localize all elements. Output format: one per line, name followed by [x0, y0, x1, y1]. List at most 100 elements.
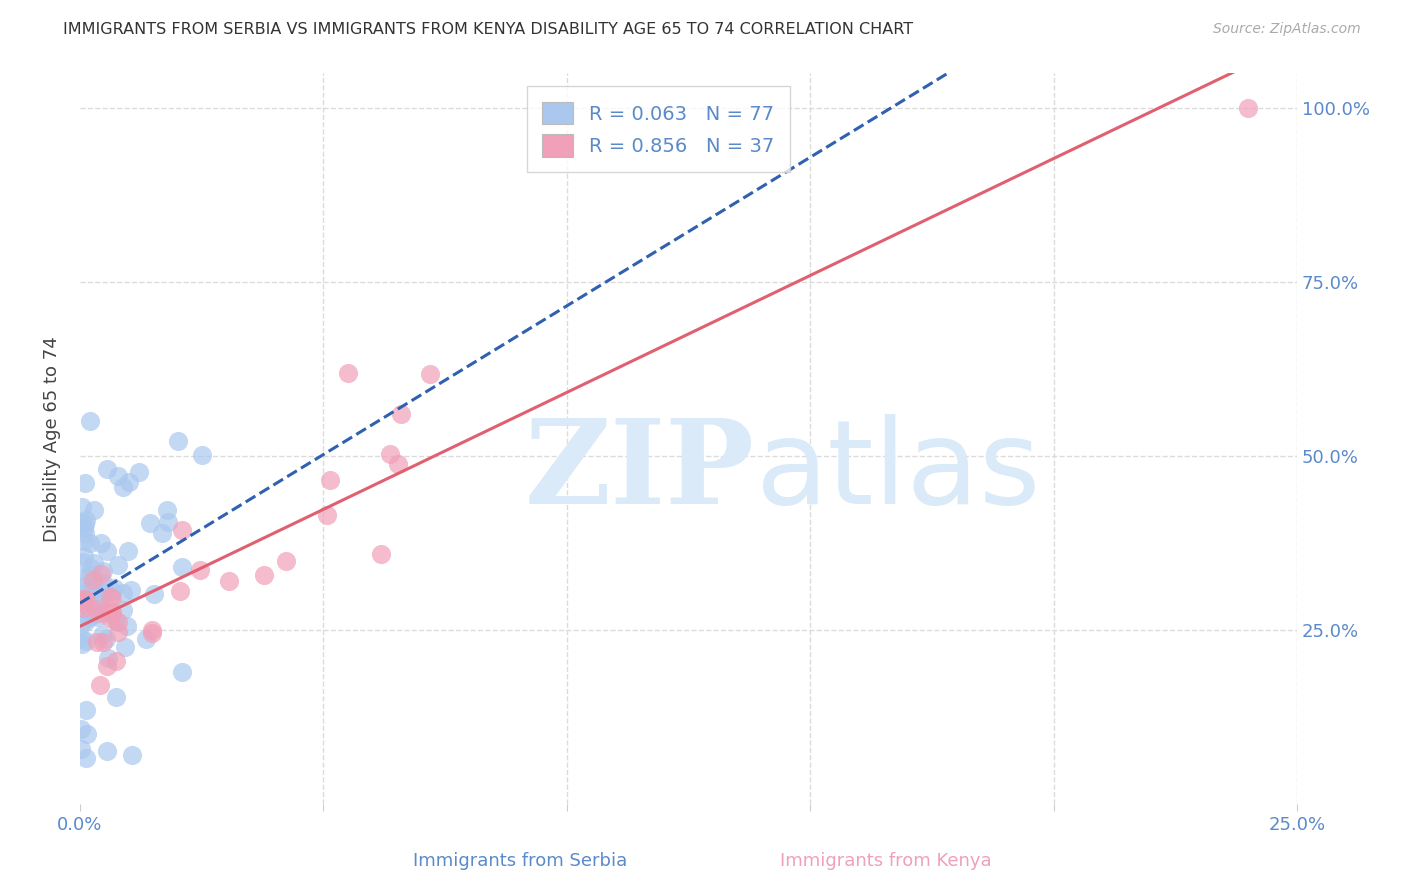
- Point: [378, 447, 401, 461]
- Point: [100, 610, 122, 624]
- Point: [90, 628, 112, 642]
- Point: [70, 500, 93, 514]
- Point: [190, 448, 212, 462]
- Point: [96, 658, 118, 673]
- Point: [389, 408, 412, 422]
- Point: [79, 590, 101, 604]
- Point: [101, 591, 124, 605]
- Point: [101, 606, 124, 620]
- Point: [117, 544, 139, 558]
- Point: [73, 521, 96, 535]
- Point: [169, 583, 191, 598]
- Point: [387, 457, 409, 471]
- Point: [419, 368, 441, 382]
- Point: [70, 618, 93, 632]
- Point: [118, 475, 141, 490]
- Point: [96, 462, 118, 476]
- Point: [82, 607, 104, 622]
- Point: [75, 750, 97, 764]
- Point: [105, 654, 128, 668]
- Point: [103, 581, 125, 595]
- Point: [72, 596, 94, 610]
- Point: [89, 594, 111, 608]
- Point: [75, 591, 97, 606]
- Point: [1237, 101, 1260, 115]
- Point: [170, 560, 193, 574]
- Point: [75, 703, 97, 717]
- Point: [79, 536, 101, 550]
- Point: [120, 583, 142, 598]
- Point: [73, 600, 96, 615]
- Text: atlas: atlas: [755, 414, 1040, 529]
- Point: [252, 568, 274, 582]
- Point: [107, 558, 129, 573]
- Point: [79, 568, 101, 582]
- Point: [77, 610, 100, 624]
- Text: Source: ZipAtlas.com: Source: ZipAtlas.com: [1213, 22, 1361, 37]
- Legend: R = 0.063   N = 77, R = 0.856   N = 37: R = 0.063 N = 77, R = 0.856 N = 37: [526, 87, 790, 172]
- Point: [69, 516, 91, 531]
- Point: [89, 607, 111, 621]
- Text: Immigrants from Kenya: Immigrants from Kenya: [780, 852, 991, 870]
- Point: [83, 557, 105, 571]
- Point: [104, 690, 127, 705]
- Point: [73, 533, 96, 548]
- Point: [139, 516, 162, 530]
- Point: [96, 632, 118, 647]
- Point: [91, 564, 114, 578]
- Point: [94, 584, 117, 599]
- Y-axis label: Disability Age 65 to 74: Disability Age 65 to 74: [44, 335, 60, 541]
- Point: [72, 555, 94, 569]
- Point: [150, 526, 173, 541]
- Point: [167, 434, 190, 449]
- Point: [121, 748, 143, 763]
- Point: [115, 619, 138, 633]
- Point: [141, 623, 163, 637]
- Point: [75, 571, 97, 585]
- Point: [75, 614, 97, 628]
- Point: [96, 544, 118, 558]
- Point: [156, 516, 179, 530]
- Point: [112, 480, 135, 494]
- Point: [80, 561, 103, 575]
- Point: [141, 626, 163, 640]
- Point: [114, 640, 136, 654]
- Point: [143, 587, 166, 601]
- Point: [77, 602, 100, 616]
- Point: [70, 631, 93, 645]
- Point: [72, 587, 94, 601]
- Point: [107, 615, 129, 629]
- Point: [84, 602, 107, 616]
- Point: [101, 607, 124, 622]
- Point: [319, 473, 342, 487]
- Point: [75, 526, 97, 541]
- Text: Immigrants from Serbia: Immigrants from Serbia: [413, 852, 627, 870]
- Point: [82, 573, 104, 587]
- Point: [89, 678, 111, 692]
- Point: [135, 632, 157, 647]
- Point: [90, 586, 112, 600]
- Point: [70, 742, 93, 756]
- Point: [76, 727, 98, 741]
- Point: [172, 665, 194, 679]
- Point: [70, 579, 93, 593]
- Point: [370, 547, 392, 561]
- Point: [73, 475, 96, 490]
- Point: [90, 536, 112, 550]
- Point: [91, 635, 114, 649]
- Text: IMMIGRANTS FROM SERBIA VS IMMIGRANTS FROM KENYA DISABILITY AGE 65 TO 74 CORRELAT: IMMIGRANTS FROM SERBIA VS IMMIGRANTS FRO…: [63, 22, 914, 37]
- Point: [107, 469, 129, 483]
- Point: [107, 625, 129, 640]
- Point: [172, 523, 194, 537]
- Point: [156, 503, 179, 517]
- Point: [112, 603, 135, 617]
- Point: [90, 567, 112, 582]
- Point: [86, 603, 108, 617]
- Point: [73, 549, 96, 563]
- Point: [72, 592, 94, 607]
- Point: [96, 650, 118, 665]
- Point: [111, 586, 134, 600]
- Point: [188, 563, 211, 577]
- Point: [316, 508, 339, 523]
- Point: [75, 513, 97, 527]
